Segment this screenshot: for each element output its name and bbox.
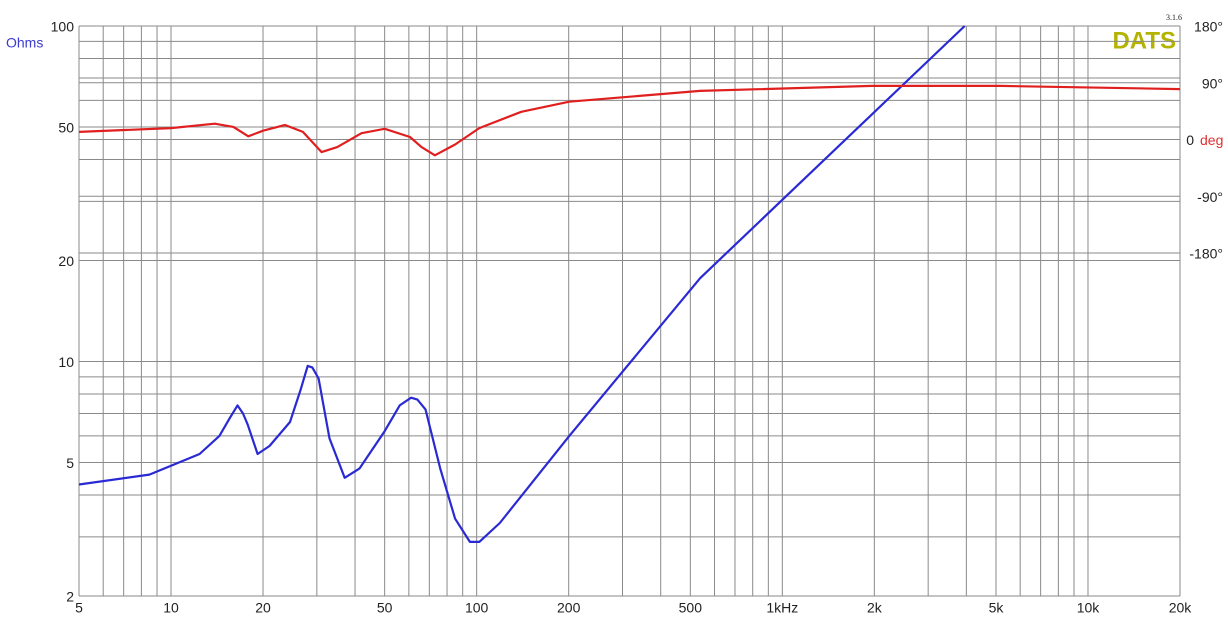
- y-axis-label: Ohms: [6, 35, 43, 51]
- y-tick-label: 2: [66, 589, 74, 605]
- x-tick-label: 2k: [867, 600, 883, 616]
- x-tick-label: 10: [163, 600, 179, 616]
- series-line: [78, 84, 1181, 157]
- x-tick-label: 200: [557, 600, 581, 616]
- y-tick-label: 5: [66, 455, 74, 471]
- y2-tick-label: 90°: [1202, 75, 1223, 91]
- y2-tick-label: 0: [1186, 132, 1194, 148]
- x-tick-label: 20: [255, 600, 271, 616]
- x-tick-label: 20k: [1169, 600, 1193, 616]
- y2-axis-label: deg: [1200, 132, 1223, 148]
- x-tick-label: 500: [679, 600, 703, 616]
- version: 3.1.6: [1166, 13, 1182, 22]
- y-tick-label: 50: [58, 120, 74, 136]
- y2-tick-label: -180°: [1189, 246, 1223, 262]
- x-tick-label: 5k: [989, 600, 1005, 616]
- y-tick-label: 20: [58, 253, 74, 269]
- x-tick-label: 50: [377, 600, 393, 616]
- x-tick-label: 1kHz: [766, 600, 798, 616]
- x-tick-label: 10k: [1077, 600, 1101, 616]
- x-tick-label: 5: [75, 600, 83, 616]
- logo: DATS: [1112, 27, 1176, 54]
- y2-tick-label: 180°: [1194, 19, 1223, 35]
- y-tick-label: 100: [51, 19, 75, 35]
- y2-tick-label: -90°: [1197, 189, 1223, 205]
- y-tick-label: 10: [58, 354, 74, 370]
- x-tick-label: 100: [465, 600, 489, 616]
- series-line: [78, 25, 966, 543]
